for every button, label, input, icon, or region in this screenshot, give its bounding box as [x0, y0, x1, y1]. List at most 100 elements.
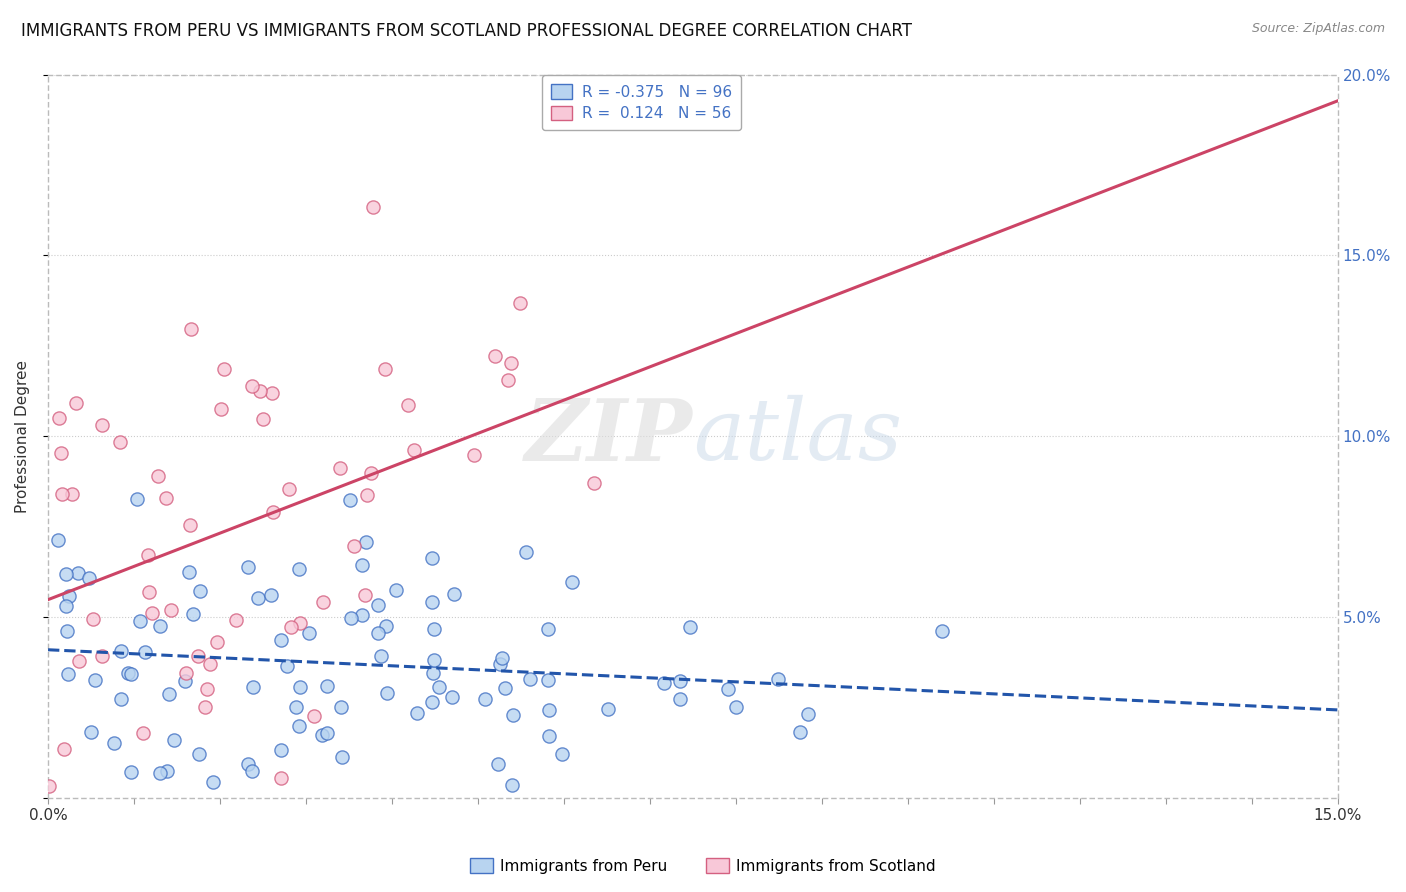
Point: [134, 645, 156, 659]
Point: [356, 488, 378, 502]
Point: [537, 622, 560, 636]
Point: [80, 725, 103, 739]
Point: [55, 599, 77, 613]
Point: [262, 505, 284, 519]
Point: [278, 482, 301, 496]
Point: [110, 643, 132, 657]
Point: [187, 648, 209, 663]
Legend: Immigrants from Peru, Immigrants from Scotland: Immigrants from Peru, Immigrants from Sc…: [464, 852, 942, 880]
Point: [84, 673, 107, 688]
Point: [502, 707, 524, 722]
Point: [384, 583, 406, 598]
Point: [360, 466, 382, 480]
Point: [669, 691, 692, 706]
Point: [422, 665, 444, 680]
Point: [288, 616, 311, 631]
Point: [117, 665, 139, 680]
Point: [489, 657, 512, 671]
Point: [163, 733, 186, 747]
Point: [340, 611, 363, 625]
Point: [343, 539, 366, 553]
Point: [375, 686, 398, 700]
Text: IMMIGRANTS FROM PERU VS IMMIGRANTS FROM SCOTLAND PROFESSIONAL DEGREE CORRELATION: IMMIGRANTS FROM PERU VS IMMIGRANTS FROM …: [21, 22, 912, 40]
Point: [148, 469, 170, 483]
Point: [108, 434, 131, 449]
Point: [179, 518, 201, 533]
Point: [240, 379, 263, 393]
Point: [66, 566, 89, 581]
Point: [149, 619, 172, 633]
Point: [260, 588, 283, 602]
Point: [58, 589, 80, 603]
Point: [302, 709, 325, 723]
Point: [56, 667, 79, 681]
Point: [374, 619, 396, 633]
Point: [361, 200, 384, 214]
Point: [329, 700, 352, 714]
Point: [270, 632, 292, 647]
Point: [288, 562, 311, 576]
Point: [242, 680, 264, 694]
Point: [501, 356, 523, 370]
Point: [156, 764, 179, 778]
Point: [236, 560, 259, 574]
Point: [53, 741, 76, 756]
Point: [422, 622, 444, 636]
Point: [77, 572, 100, 586]
Text: ZIP: ZIP: [524, 394, 693, 478]
Point: [160, 603, 183, 617]
Point: [501, 778, 523, 792]
Point: [519, 672, 541, 686]
Point: [443, 586, 465, 600]
Point: [484, 349, 506, 363]
Point: [551, 747, 574, 761]
Point: [51, 486, 73, 500]
Point: [136, 548, 159, 562]
Point: [120, 666, 142, 681]
Point: [188, 584, 211, 599]
Point: [463, 448, 485, 462]
Point: [367, 598, 389, 612]
Legend: R = -0.375   N = 96, R =  0.124   N = 56: R = -0.375 N = 96, R = 0.124 N = 56: [541, 75, 741, 130]
Point: [270, 742, 292, 756]
Point: [332, 750, 354, 764]
Point: [120, 764, 142, 779]
Point: [367, 625, 389, 640]
Point: [48, 411, 70, 425]
Point: [128, 615, 150, 629]
Point: [90, 648, 112, 663]
Point: [312, 595, 335, 609]
Point: [352, 558, 374, 572]
Point: [82, 612, 104, 626]
Point: [652, 676, 675, 690]
Point: [55, 566, 77, 581]
Point: [60, 487, 83, 501]
Point: [420, 695, 443, 709]
Point: [270, 771, 292, 785]
Point: [441, 690, 464, 704]
Point: [174, 666, 197, 681]
Point: [131, 726, 153, 740]
Text: Source: ZipAtlas.com: Source: ZipAtlas.com: [1251, 22, 1385, 36]
Point: [494, 681, 516, 696]
Point: [225, 613, 247, 627]
Point: [157, 688, 180, 702]
Point: [491, 650, 513, 665]
Point: [405, 706, 427, 721]
Point: [496, 373, 519, 387]
Point: [127, 492, 149, 507]
Point: [38, 779, 60, 793]
Point: [509, 296, 531, 310]
Point: [538, 729, 561, 743]
Point: [316, 679, 339, 693]
Point: [288, 680, 311, 694]
Point: [149, 765, 172, 780]
Point: [110, 691, 132, 706]
Point: [352, 608, 374, 623]
Point: [280, 619, 302, 633]
Point: [669, 674, 692, 689]
Point: [194, 700, 217, 714]
Point: [370, 648, 392, 663]
Point: [796, 706, 818, 721]
Point: [789, 725, 811, 739]
